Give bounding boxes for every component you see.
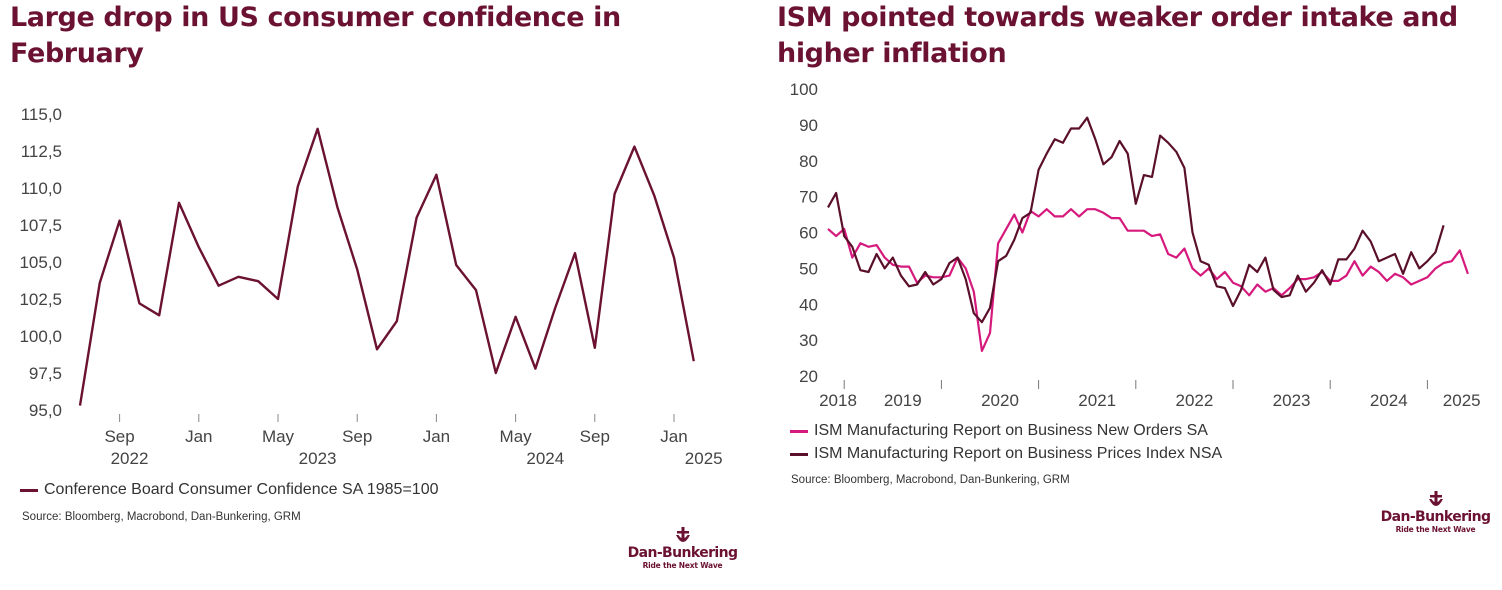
right-legend-new-orders: ISM Manufacturing Report on Business New… <box>790 422 1208 440</box>
left-legend: Conference Board Consumer Confidence SA … <box>20 481 438 499</box>
y-tick-label: 100 <box>790 80 818 99</box>
right-chart-title: ISM pointed towards weaker order intake … <box>777 2 1458 69</box>
x-year-label: 2022 <box>111 449 149 468</box>
right-brand-logo: Dan-Bunkering Ride the Next Wave <box>1368 491 1502 534</box>
anchor-logo-icon <box>675 527 690 542</box>
y-tick-label: 115,0 <box>21 105 62 124</box>
brand-tagline: Ride the Next Wave <box>642 561 723 570</box>
x-year-label: 2021 <box>1078 391 1116 410</box>
y-tick-label: 30 <box>799 331 818 350</box>
legend-label-consumer-confidence: Conference Board Consumer Confidence SA … <box>44 481 439 498</box>
y-tick-label: 95,0 <box>29 401 62 420</box>
x-month-label: May <box>262 427 295 446</box>
y-tick-label: 90 <box>799 116 818 135</box>
legend-swatch-consumer-confidence <box>20 488 38 492</box>
series-line-new-orders <box>827 208 1469 352</box>
x-year-label: 2023 <box>1273 391 1311 410</box>
brand-name: Dan-Bunkering <box>1380 509 1491 525</box>
x-year-label: 2025 <box>1443 391 1481 410</box>
x-month-label: Sep <box>580 427 610 446</box>
x-month-label: May <box>500 427 533 446</box>
x-year-label: 2024 <box>526 449 564 468</box>
y-tick-label: 70 <box>799 188 818 207</box>
x-year-label: 2024 <box>1370 391 1408 410</box>
x-month-label: Sep <box>104 427 134 446</box>
legend-label-new-orders: ISM Manufacturing Report on Business New… <box>814 422 1208 439</box>
series-line-prices <box>827 116 1445 324</box>
y-tick-label: 20 <box>799 367 818 386</box>
legend-swatch-new-orders <box>790 429 808 433</box>
y-tick-label: 60 <box>799 224 818 243</box>
left-brand-logo: Dan-Bunkering Ride the Next Wave <box>615 527 750 570</box>
legend-swatch-prices <box>790 452 808 456</box>
x-year-label: 2023 <box>299 449 337 468</box>
y-tick-label: 50 <box>799 259 818 278</box>
x-year-label: 2019 <box>884 391 922 410</box>
y-tick-label: 80 <box>799 152 818 171</box>
right-source: Source: Bloomberg, Macrobond, Dan-Bunker… <box>791 474 1070 486</box>
right-legend-prices: ISM Manufacturing Report on Business Pri… <box>790 445 1222 463</box>
y-tick-label: 110,0 <box>21 179 62 198</box>
x-month-label: Jan <box>423 427 450 446</box>
left-source: Source: Bloomberg, Macrobond, Dan-Bunker… <box>22 511 301 523</box>
series-line-consumer-confidence <box>78 127 695 406</box>
x-year-label: 2022 <box>1175 391 1213 410</box>
y-tick-label: 97,5 <box>29 364 62 383</box>
x-month-label: Jan <box>185 427 212 446</box>
y-tick-label: 102,5 <box>19 290 62 309</box>
consumer-confidence-chart: 95,0 97,5 100,0 102,5 105,0 107,5 110,0 112,5 11… <box>19 105 723 468</box>
x-year-label: 2025 <box>685 449 723 468</box>
x-year-label: 2020 <box>981 391 1019 410</box>
brand-name: Dan-Bunkering <box>627 545 738 561</box>
y-tick-label: 105,0 <box>19 253 62 272</box>
x-month-label: Jan <box>660 427 687 446</box>
y-tick-label: 100,0 <box>19 327 62 346</box>
y-tick-label: 40 <box>799 295 818 314</box>
ism-chart: 20 30 40 50 60 70 80 90 100 2018 2019 2020 2021 2022 2… <box>790 80 1481 410</box>
legend-label-prices: ISM Manufacturing Report on Business Pri… <box>814 445 1223 462</box>
y-tick-label: 112,5 <box>21 142 62 161</box>
left-chart-title: Large drop in US consumer confidence in … <box>10 2 621 69</box>
brand-tagline: Ride the Next Wave <box>1395 525 1476 534</box>
anchor-logo-icon <box>1428 491 1443 506</box>
x-year-label: 2018 <box>819 391 857 410</box>
x-month-label: Sep <box>342 427 372 446</box>
y-tick-label: 107,5 <box>19 216 62 235</box>
